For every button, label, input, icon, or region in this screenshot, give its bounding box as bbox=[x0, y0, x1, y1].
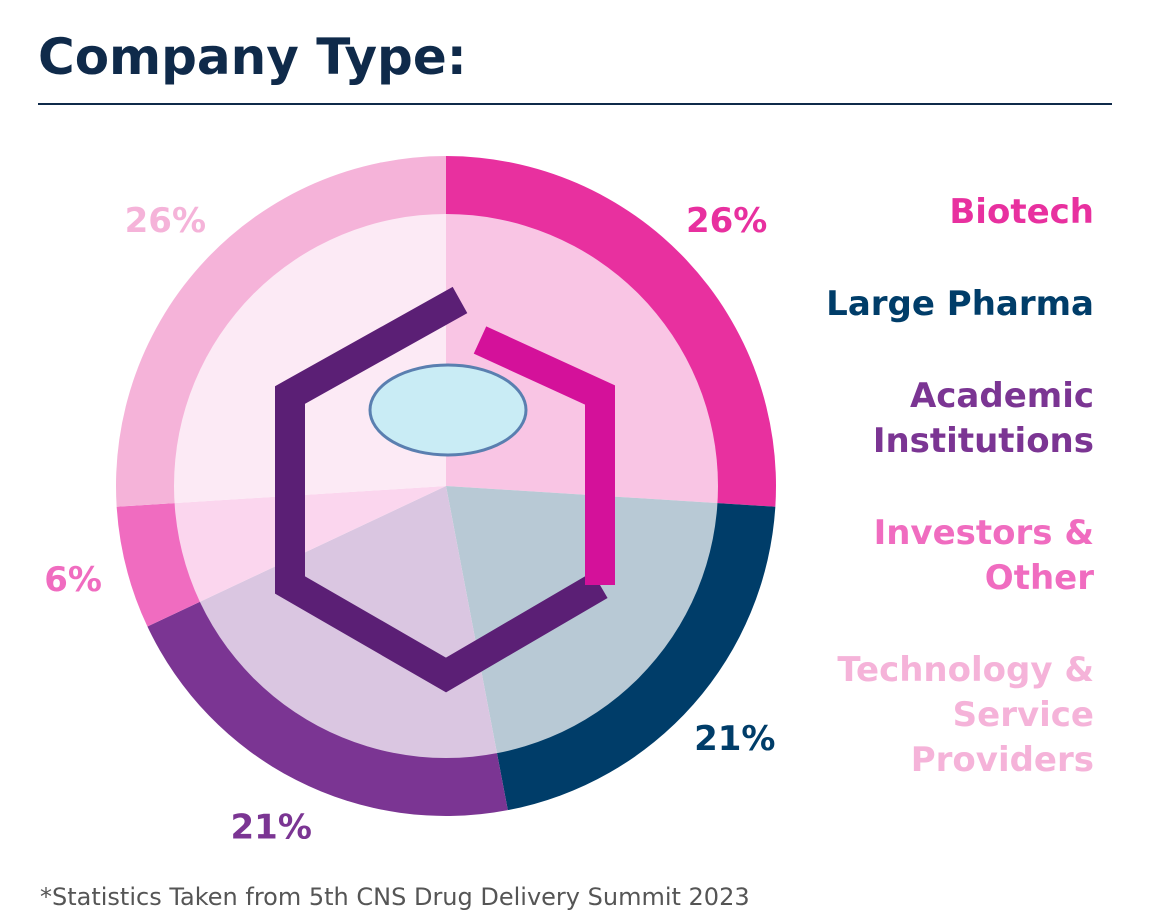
value-label: 21% bbox=[694, 719, 775, 759]
legend: Biotech Large Pharma Academic Institutions… bbox=[824, 190, 1094, 830]
legend-entry: Biotech bbox=[949, 192, 1094, 232]
hexagon-icon bbox=[275, 286, 615, 693]
value-label: 26% bbox=[125, 201, 206, 241]
value-label: 21% bbox=[231, 808, 312, 848]
hexagon-right bbox=[473, 326, 615, 585]
legend-entry: Large Pharma bbox=[826, 284, 1094, 324]
chart-title: Company Type: bbox=[38, 28, 467, 86]
legend-entry: Technology & Service Providers bbox=[837, 650, 1094, 780]
value-label: 26% bbox=[686, 201, 767, 241]
title-rule bbox=[38, 103, 1112, 105]
legend-entry: Investors & Other bbox=[873, 513, 1094, 598]
footnote: *Statistics Taken from 5th CNS Drug Deli… bbox=[40, 883, 750, 911]
legend-entry: Academic Institutions bbox=[872, 376, 1094, 461]
brain-icon bbox=[368, 363, 528, 457]
hexagon-left bbox=[275, 286, 608, 693]
inner-overlay bbox=[174, 214, 718, 758]
value-label: 6% bbox=[44, 560, 102, 600]
